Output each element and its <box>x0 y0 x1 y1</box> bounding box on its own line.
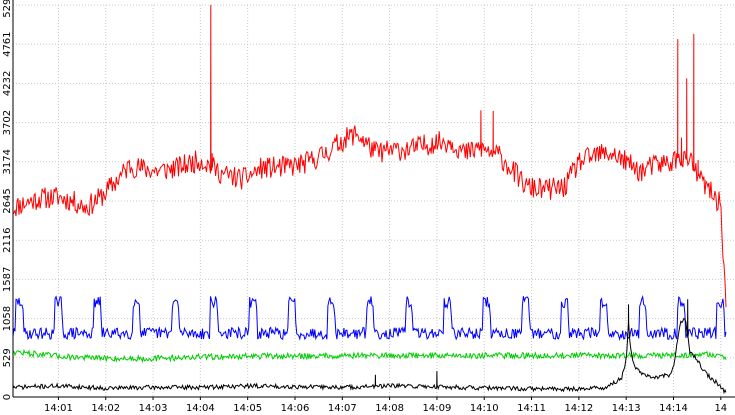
x-tick-label: 14:07 <box>328 403 357 414</box>
x-tick-label: 14 <box>714 403 727 414</box>
series-group <box>12 4 727 395</box>
y-tick-label: 0 <box>2 394 13 400</box>
y-tick-label: 5290 <box>2 0 13 18</box>
y-tick-label: 4761 <box>2 31 13 56</box>
x-tick-label: 14:13 <box>612 403 641 414</box>
grid <box>13 4 735 398</box>
x-tick-label: 14:02 <box>91 403 120 414</box>
x-tick-label: 14:08 <box>375 403 404 414</box>
series-line-1 <box>12 4 727 308</box>
x-tick-label: 14:12 <box>564 403 593 414</box>
x-tick-label: 14:09 <box>423 403 452 414</box>
y-tick-label: 529 <box>2 348 13 367</box>
y-tick-label: 2116 <box>2 227 13 252</box>
series-line-4 <box>12 299 727 395</box>
y-tick-label: 3174 <box>2 149 13 174</box>
x-tick-label: 14:14 <box>659 403 688 414</box>
y-tick-label: 1058 <box>2 306 13 331</box>
x-tick-label: 14:05 <box>233 403 262 414</box>
y-tick-label: 4232 <box>2 71 13 96</box>
x-tick-label: 14:03 <box>139 403 168 414</box>
x-tick-label: 14:01 <box>44 403 73 414</box>
x-tick-label: 14:11 <box>517 403 546 414</box>
x-tick-label: 14:10 <box>470 403 499 414</box>
y-tick-label: 2645 <box>2 188 13 213</box>
x-tick-labels: 14:01 14:02 14:03 14:04 14:05 14:06 14:07 14:08… <box>44 397 727 414</box>
y-tick-labels: 0 529 1058 1587 2116 2645 3174 3702 4232 4761 5290 <box>2 0 13 400</box>
x-tick-label: 14:06 <box>281 403 310 414</box>
y-tick-label: 3702 <box>2 110 13 135</box>
y-tick-label: 1587 <box>2 267 13 292</box>
series-line-2 <box>12 294 727 342</box>
series-line-3 <box>12 348 727 364</box>
x-tick-label: 14:04 <box>186 403 215 414</box>
axes <box>12 0 735 398</box>
